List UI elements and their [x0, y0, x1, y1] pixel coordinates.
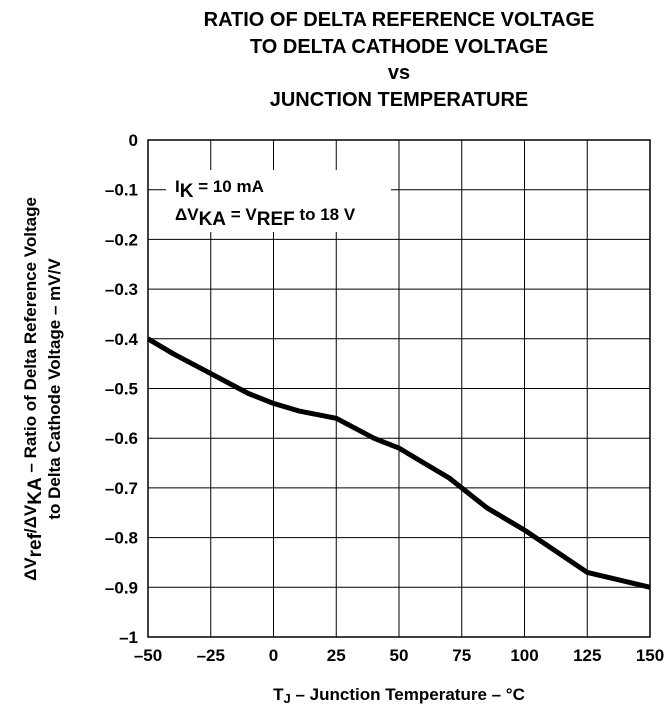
x-tick-label: 125 — [573, 646, 601, 665]
y-axis-label-line-2: to Delta Cathode Voltage – mV/V — [45, 258, 64, 520]
y-axis-label: ΔVref/ΔVKA – Ratio of Delta Reference Vo… — [21, 197, 64, 581]
y-tick-label: –1 — [119, 628, 138, 647]
annotation-dvka: ΔVKA = VREF to 18 V — [175, 205, 356, 230]
y-tick-label: –0.2 — [105, 230, 138, 249]
x-tick-label: 25 — [327, 646, 346, 665]
x-tick-label: 100 — [510, 646, 538, 665]
series-line — [146, 336, 651, 590]
x-tick-label: 150 — [636, 646, 664, 665]
y-tick-label: –0.4 — [105, 330, 139, 349]
annotation-ik: IK = 10 mA — [175, 177, 264, 202]
chart-title-line-4: JUNCTION TEMPERATURE — [270, 89, 529, 111]
y-tick-label: –0.8 — [105, 529, 138, 548]
y-tick-label: –0.3 — [105, 280, 138, 299]
chart-title-line-3: vs — [388, 62, 410, 84]
annotation-background — [166, 170, 391, 232]
chart-title-line-2: TO DELTA CATHODE VOLTAGE — [250, 36, 548, 58]
chart-title-line-1: RATIO OF DELTA REFERENCE VOLTAGE — [204, 9, 595, 31]
x-tick-label: 75 — [452, 646, 471, 665]
y-axis-label-line-1: ΔVref/ΔVKA – Ratio of Delta Reference Vo… — [21, 197, 46, 581]
y-tick-label: –0.1 — [105, 181, 138, 200]
x-tick-label: 0 — [269, 646, 278, 665]
y-tick-label: 0 — [129, 131, 138, 150]
x-tick-label: 50 — [390, 646, 409, 665]
y-tick-label: –0.9 — [105, 578, 138, 597]
x-axis-label: TJ – Junction Temperature – °C — [273, 685, 525, 706]
x-tick-label: –50 — [134, 646, 162, 665]
x-tick-label: –25 — [197, 646, 225, 665]
y-tick-label: –0.6 — [105, 429, 138, 448]
plot-frame — [147, 139, 651, 638]
y-tick-label: –0.5 — [105, 380, 138, 399]
y-tick-label: –0.7 — [105, 479, 138, 498]
